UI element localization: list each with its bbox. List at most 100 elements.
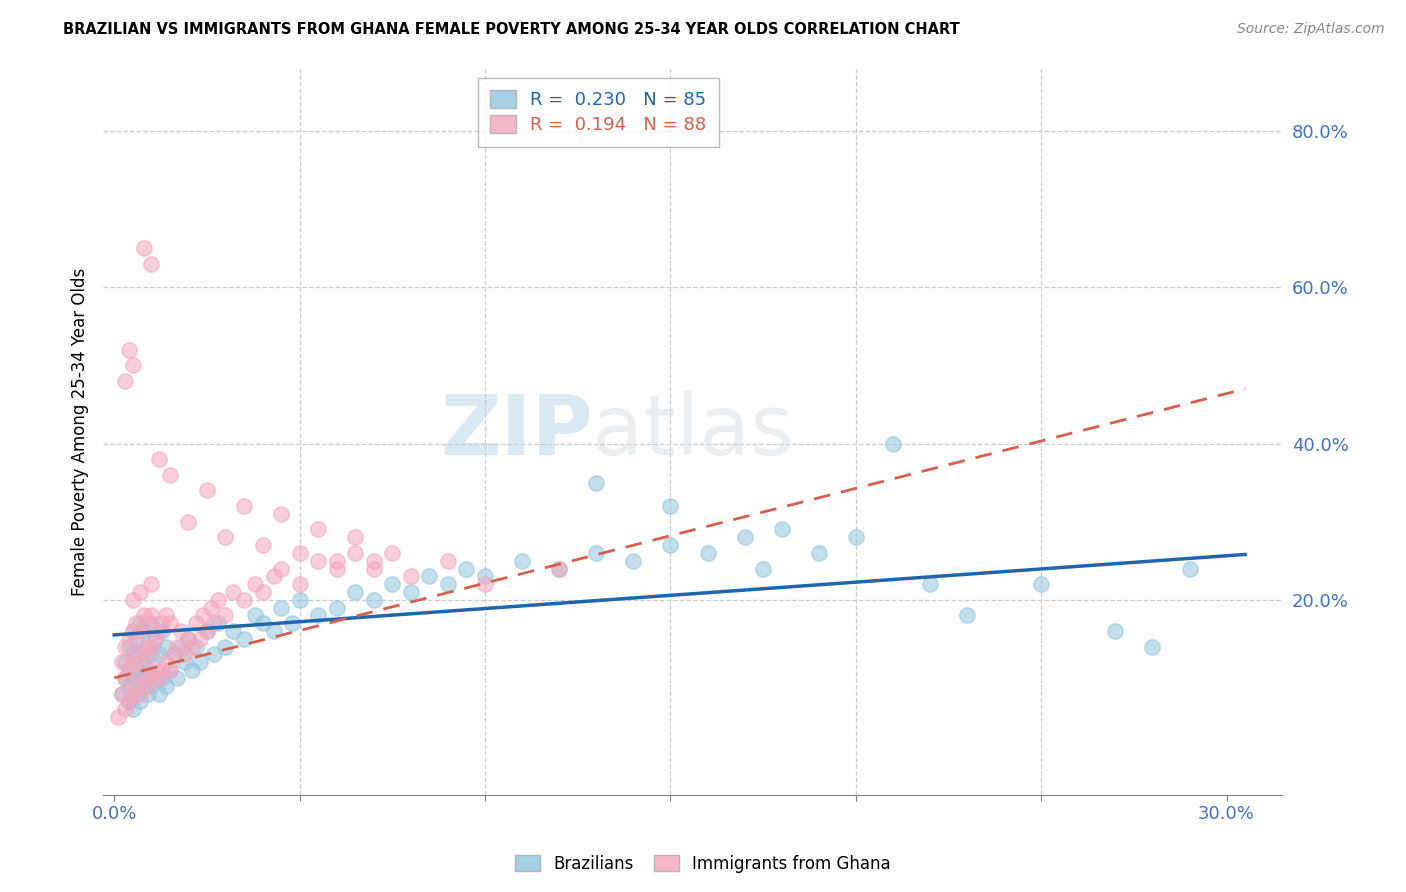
- Point: [155, 640, 177, 654]
- Point: [152, 671, 174, 685]
- Point: [155, 655, 177, 669]
- Point: [233, 632, 256, 646]
- Point: [121, 671, 143, 685]
- Point: [200, 600, 222, 615]
- Point: [184, 616, 207, 631]
- Point: [307, 523, 329, 537]
- Point: [121, 655, 143, 669]
- Point: [152, 663, 174, 677]
- Point: [125, 679, 148, 693]
- Point: [252, 616, 274, 631]
- Point: [143, 663, 166, 677]
- Point: [129, 616, 152, 631]
- Point: [548, 561, 571, 575]
- Point: [325, 561, 347, 575]
- Point: [173, 655, 195, 669]
- Point: [243, 577, 266, 591]
- Point: [121, 592, 143, 607]
- Point: [141, 608, 163, 623]
- Point: [141, 648, 163, 662]
- Point: [118, 343, 141, 357]
- Point: [437, 554, 460, 568]
- Point: [585, 475, 607, 490]
- Point: [152, 624, 174, 638]
- Legend: R =  0.230   N = 85, R =  0.194   N = 88: R = 0.230 N = 85, R = 0.194 N = 88: [478, 78, 718, 147]
- Point: [214, 608, 236, 623]
- Point: [125, 686, 148, 700]
- Point: [1142, 640, 1164, 654]
- Point: [325, 554, 347, 568]
- Point: [770, 523, 793, 537]
- Point: [585, 546, 607, 560]
- Point: [202, 648, 225, 662]
- Point: [121, 702, 143, 716]
- Point: [132, 679, 155, 693]
- Point: [381, 577, 404, 591]
- Point: [659, 499, 682, 513]
- Point: [129, 655, 152, 669]
- Point: [418, 569, 440, 583]
- Point: [162, 648, 184, 662]
- Point: [270, 561, 292, 575]
- Point: [181, 663, 204, 677]
- Point: [159, 663, 181, 677]
- Point: [118, 679, 141, 693]
- Point: [1178, 561, 1201, 575]
- Point: [474, 577, 496, 591]
- Point: [129, 648, 152, 662]
- Point: [125, 663, 148, 677]
- Point: [207, 616, 229, 631]
- Point: [148, 648, 170, 662]
- Point: [621, 554, 644, 568]
- Point: [170, 624, 193, 638]
- Point: [129, 624, 152, 638]
- Point: [252, 585, 274, 599]
- Point: [696, 546, 718, 560]
- Point: [288, 592, 311, 607]
- Point: [263, 569, 285, 583]
- Text: BRAZILIAN VS IMMIGRANTS FROM GHANA FEMALE POVERTY AMONG 25-34 YEAR OLDS CORRELAT: BRAZILIAN VS IMMIGRANTS FROM GHANA FEMAL…: [63, 22, 960, 37]
- Point: [166, 671, 188, 685]
- Point: [111, 686, 134, 700]
- Point: [193, 608, 215, 623]
- Point: [307, 554, 329, 568]
- Point: [184, 640, 207, 654]
- Point: [129, 694, 152, 708]
- Point: [118, 694, 141, 708]
- Point: [202, 616, 225, 631]
- Point: [510, 554, 533, 568]
- Point: [1031, 577, 1053, 591]
- Point: [141, 257, 163, 271]
- Point: [159, 616, 181, 631]
- Point: [270, 507, 292, 521]
- Point: [111, 655, 134, 669]
- Point: [173, 648, 195, 662]
- Point: [659, 538, 682, 552]
- Point: [548, 561, 571, 575]
- Point: [107, 710, 129, 724]
- Point: [143, 632, 166, 646]
- Point: [143, 671, 166, 685]
- Point: [152, 616, 174, 631]
- Point: [125, 616, 148, 631]
- Point: [195, 624, 218, 638]
- Point: [252, 538, 274, 552]
- Point: [363, 554, 385, 568]
- Point: [288, 577, 311, 591]
- Point: [222, 585, 245, 599]
- Legend: Brazilians, Immigrants from Ghana: Brazilians, Immigrants from Ghana: [509, 848, 897, 880]
- Point: [344, 585, 367, 599]
- Point: [121, 624, 143, 638]
- Point: [118, 640, 141, 654]
- Point: [148, 624, 170, 638]
- Point: [734, 530, 756, 544]
- Point: [136, 640, 159, 654]
- Point: [132, 624, 155, 638]
- Point: [399, 585, 422, 599]
- Point: [456, 561, 478, 575]
- Point: [121, 686, 143, 700]
- Point: [148, 452, 170, 467]
- Point: [325, 600, 347, 615]
- Point: [132, 241, 155, 255]
- Point: [363, 561, 385, 575]
